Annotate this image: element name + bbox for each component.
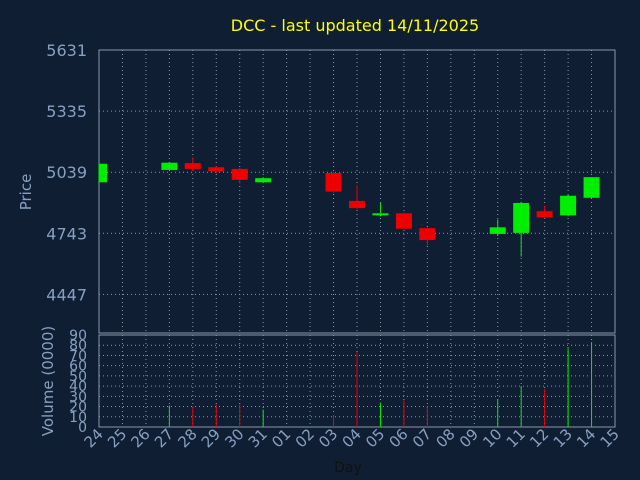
candle-body: [208, 167, 225, 172]
volume-tick-label: 30: [69, 389, 87, 405]
candle-body: [583, 177, 600, 198]
volume-tick-label: 50: [69, 369, 87, 385]
volume-tick-label: 40: [69, 379, 87, 395]
price-panel: 5631 5335 5039 4743 4447: [46, 41, 616, 334]
price-tick-label: 5039: [46, 163, 87, 182]
candle-body: [255, 178, 272, 183]
price-tick-label: 4743: [46, 224, 87, 243]
price-tick-label: 4447: [46, 285, 87, 304]
candle-body: [325, 173, 342, 192]
candle-body: [489, 227, 506, 234]
candle-body: [513, 202, 530, 233]
volume-tick-label: 60: [69, 359, 87, 375]
price-axis-label: Price: [17, 174, 35, 211]
candle-body: [349, 200, 365, 209]
volume-tick-label: 70: [69, 348, 87, 364]
candle-body: [99, 163, 107, 183]
candle-body: [184, 163, 201, 169]
volume-axis-label: Volume (0000): [39, 326, 57, 436]
volume-tick-label: 90: [69, 328, 87, 344]
chart-title: DCC - last updated 14/11/2025: [231, 16, 479, 35]
volume-tick-label: 20: [69, 400, 87, 416]
candle-body: [560, 195, 577, 216]
candle-body: [231, 168, 248, 180]
candle-body: [372, 213, 389, 216]
x-tick-labels: 2425262728293031010203040506070809101112…: [81, 425, 623, 451]
price-tick-label: 5335: [46, 102, 87, 121]
x-axis-label: Day: [334, 460, 362, 476]
candle-body: [395, 213, 412, 229]
candle-body: [161, 162, 178, 170]
candle-body: [536, 211, 553, 218]
volume-tick-label: 80: [69, 338, 87, 354]
price-tick-label: 5631: [46, 41, 87, 60]
volume-tick-label: 10: [69, 410, 87, 426]
candle-body: [419, 228, 436, 241]
volume-tick-label: 0: [78, 420, 87, 436]
